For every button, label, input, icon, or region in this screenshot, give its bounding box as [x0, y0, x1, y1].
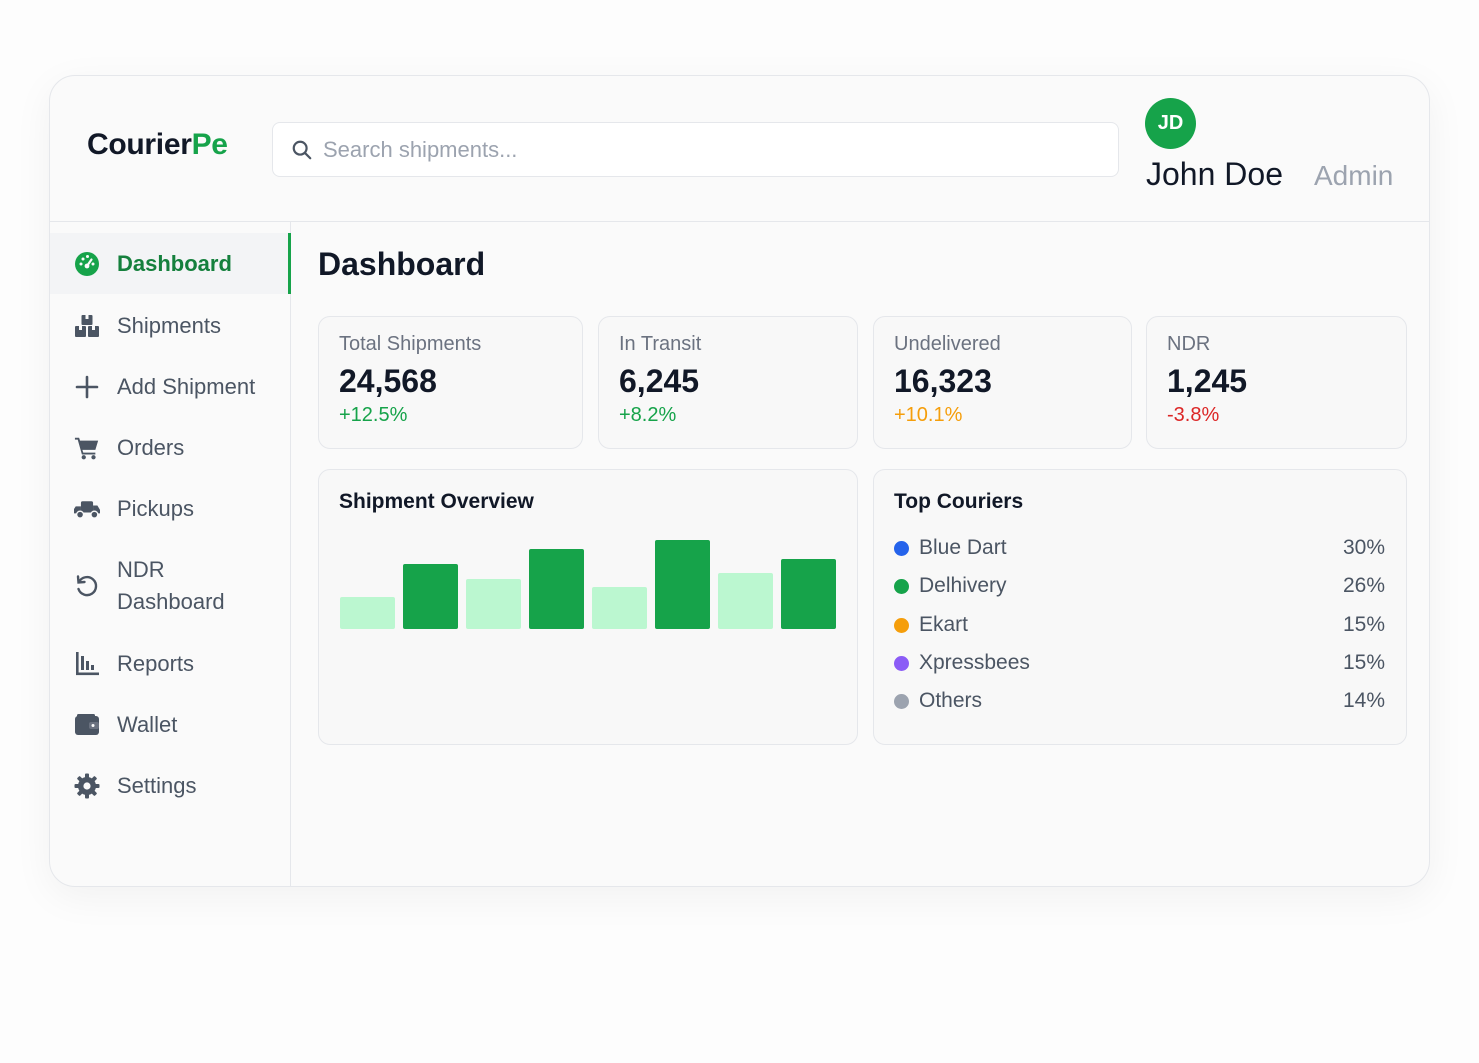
- dashboard-icon: [74, 251, 100, 277]
- legend-dot: [894, 693, 909, 709]
- user-name: John Doe: [1146, 156, 1283, 192]
- top-couriers-card: Top Couriers Blue Dart 30% Delhivery 26%…: [873, 469, 1407, 745]
- sidebar-item-label: Add Shipment: [117, 373, 256, 399]
- legend-dot: [894, 617, 909, 633]
- sidebar-item-label: Settings: [117, 772, 197, 798]
- courier-pct: 14%: [1342, 689, 1385, 712]
- courier-pct: 30%: [1342, 536, 1385, 559]
- sidebar-item-add-shipment[interactable]: Add Shipment: [50, 356, 291, 417]
- chart-bar-8[interactable]: [781, 559, 836, 629]
- courier-pct: 26%: [1342, 574, 1385, 597]
- courier-row-delhivery: Delhivery 26%: [894, 571, 1385, 601]
- sidebar-item-wallet[interactable]: Wallet: [50, 694, 291, 755]
- courier-row-ekart: Ekart 15%: [894, 610, 1385, 640]
- sidebar-item-label: Reports: [117, 650, 195, 676]
- search-bar[interactable]: [272, 122, 1119, 177]
- chart-bar-4[interactable]: [529, 549, 584, 629]
- legend-dot: [894, 578, 909, 594]
- top-header: CourierPe JD John Doe Admin: [50, 76, 1429, 222]
- courier-name: Xpressbees: [919, 651, 1030, 674]
- courier-name: Blue Dart: [919, 536, 1007, 559]
- stat-card-total-shipments[interactable]: Total Shipments 24,568 +12.5%: [318, 316, 583, 449]
- courier-row-others: Others 14%: [894, 686, 1385, 716]
- sidebar-item-label: Dashboard: [117, 250, 232, 276]
- brand-name-part1: Courier: [87, 128, 192, 161]
- stat-value: 1,245: [1167, 363, 1248, 399]
- stat-card-ndr[interactable]: NDR 1,245 -3.8%: [1146, 316, 1407, 449]
- avatar[interactable]: JD: [1145, 98, 1196, 149]
- truck-icon: [74, 496, 100, 522]
- courier-row-xpressbees: Xpressbees 15%: [894, 648, 1385, 678]
- sidebar-item-orders[interactable]: Orders: [50, 417, 291, 478]
- search-input[interactable]: [323, 123, 1103, 176]
- courier-row-blue-dart: Blue Dart 30%: [894, 533, 1385, 563]
- courier-pct: 15%: [1342, 651, 1385, 674]
- stat-label: NDR: [1167, 333, 1211, 355]
- sidebar-item-settings[interactable]: Settings: [50, 755, 291, 816]
- cart-icon: [74, 435, 100, 461]
- chart-bar-1[interactable]: [340, 597, 395, 629]
- user-role: Admin: [1314, 160, 1394, 191]
- gear-icon: [74, 773, 100, 799]
- app-window: CourierPe JD John Doe Admin: [49, 75, 1430, 887]
- courier-name: Delhivery: [919, 574, 1007, 597]
- stat-value: 24,568: [339, 363, 437, 399]
- chart-bar-3[interactable]: [466, 579, 521, 629]
- courier-pct: 15%: [1342, 613, 1385, 636]
- plus-icon: [74, 374, 100, 400]
- chart-bar-7[interactable]: [718, 573, 773, 629]
- stat-card-undelivered[interactable]: Undelivered 16,323 +10.1%: [873, 316, 1132, 449]
- stat-label: Undelivered: [894, 333, 1001, 355]
- stat-value: 6,245: [619, 363, 700, 399]
- stat-change: +8.2%: [619, 404, 677, 426]
- legend-dot: [894, 540, 909, 556]
- overview-title: Shipment Overview: [339, 490, 534, 513]
- legend-dot: [894, 655, 909, 671]
- stat-change: -3.8%: [1167, 404, 1220, 426]
- chart-bar-6[interactable]: [655, 540, 710, 629]
- search-icon: [292, 140, 312, 160]
- boxes-icon: [74, 313, 100, 339]
- courier-name: Others: [919, 689, 983, 712]
- sidebar-item-label: Shipments: [117, 312, 221, 338]
- sidebar-item-reports[interactable]: Reports: [50, 633, 291, 694]
- sidebar-item-pickups[interactable]: Pickups: [50, 478, 291, 539]
- sidebar-item-label: Wallet: [117, 711, 178, 737]
- stat-label: In Transit: [619, 333, 702, 355]
- stat-value: 16,323: [894, 363, 992, 399]
- bar-chart-icon: [74, 651, 100, 677]
- chart-bar-5[interactable]: [592, 587, 647, 629]
- shipment-overview-chart: [340, 540, 836, 629]
- sidebar-item-label: Pickups: [117, 495, 195, 521]
- couriers-title: Top Couriers: [894, 490, 1024, 513]
- stat-change: +10.1%: [894, 404, 963, 426]
- sidebar-item-dashboard[interactable]: Dashboard: [50, 233, 291, 294]
- stat-card-in-transit[interactable]: In Transit 6,245 +8.2%: [598, 316, 858, 449]
- wallet-icon: [74, 712, 100, 738]
- stat-label: Total Shipments: [339, 333, 482, 355]
- stat-change: +12.5%: [339, 404, 408, 426]
- brand-logo[interactable]: CourierPe: [87, 128, 228, 162]
- sidebar-item-shipments[interactable]: Shipments: [50, 295, 291, 356]
- brand-name-part2: Pe: [191, 128, 228, 161]
- shipment-overview-card: Shipment Overview: [318, 469, 858, 745]
- chart-bar-2[interactable]: [403, 564, 458, 629]
- sidebar-item-label: NDR Dashboard: [117, 557, 225, 614]
- courier-name: Ekart: [919, 613, 969, 636]
- page-title: Dashboard: [318, 246, 486, 282]
- sidebar-item-ndr-dashboard[interactable]: NDR Dashboard: [50, 540, 291, 632]
- sidebar: Dashboard Shipments: [50, 222, 291, 886]
- sidebar-item-label: Orders: [117, 434, 185, 460]
- undo-icon: [74, 573, 100, 599]
